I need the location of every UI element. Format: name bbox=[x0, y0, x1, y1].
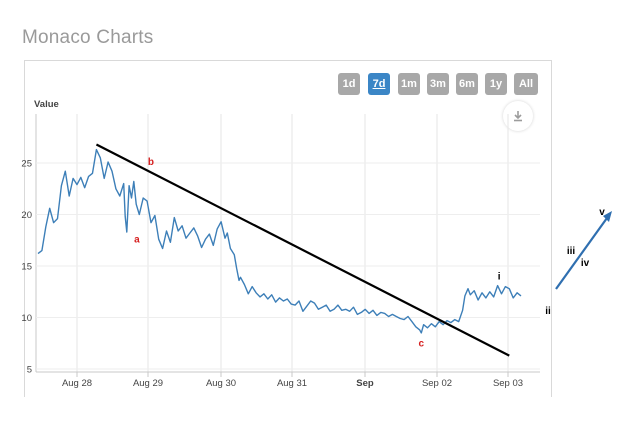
y-axis-label: Value bbox=[34, 99, 59, 110]
wave-label-a: a bbox=[134, 234, 140, 245]
range-button-7d[interactable]: 7d bbox=[368, 73, 390, 95]
side-label-ii: ii bbox=[545, 306, 551, 317]
download-icon bbox=[514, 111, 522, 122]
x-tick-label: Aug 29 bbox=[133, 378, 163, 389]
range-button-1d[interactable]: 1d bbox=[338, 73, 360, 95]
wave-label-i: i bbox=[498, 271, 501, 282]
side-label-iii: iii bbox=[567, 246, 576, 257]
range-button-6m[interactable]: 6m bbox=[456, 73, 478, 95]
x-tick-label: Aug 28 bbox=[62, 378, 92, 389]
x-axis-ticks: Aug 28 Aug 29 Aug 30 Aug 31 Sep Sep 02 Sep 03 bbox=[62, 372, 523, 389]
range-button-all[interactable]: All bbox=[514, 73, 538, 95]
wave-label-c: c bbox=[418, 338, 424, 349]
page-title: Monaco Charts bbox=[22, 27, 154, 48]
y-tick-label: 25 bbox=[21, 159, 32, 170]
wave-arrow-head bbox=[603, 211, 612, 222]
range-button-1y[interactable]: 1y bbox=[485, 73, 507, 95]
y-tick-label: 20 bbox=[21, 210, 32, 221]
chart-panel bbox=[24, 60, 552, 397]
range-button-3m[interactable]: 3m bbox=[427, 73, 449, 95]
y-axis-ticks: 5 10 15 20 25 bbox=[21, 159, 32, 376]
series-layer bbox=[37, 148, 522, 334]
x-tick-label: Sep 02 bbox=[422, 378, 452, 389]
range-button-1m[interactable]: 1m bbox=[398, 73, 420, 95]
x-tick-label: Aug 31 bbox=[277, 378, 307, 389]
y-tick-label: 15 bbox=[21, 262, 32, 273]
wave-label-b: b bbox=[148, 157, 154, 168]
x-tick-label: Aug 30 bbox=[206, 378, 236, 389]
x-tick-label: Sep 03 bbox=[493, 378, 523, 389]
wave-arrow-line bbox=[555, 217, 608, 290]
y-tick-label: 5 bbox=[27, 365, 32, 376]
y-tick-label: 10 bbox=[21, 313, 32, 324]
side-label-v: v bbox=[599, 207, 605, 218]
x-tick-label: Sep bbox=[356, 378, 374, 389]
price-series-line bbox=[37, 148, 522, 334]
chart-grid bbox=[35, 114, 540, 373]
trendline bbox=[95, 143, 510, 357]
side-label-iv: iv bbox=[581, 258, 590, 269]
